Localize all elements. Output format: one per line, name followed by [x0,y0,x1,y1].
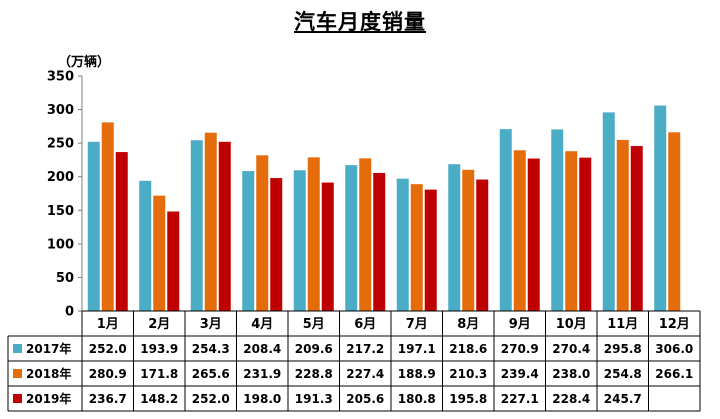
table-cell-value: 210.3 [449,367,487,381]
x-category-label: 10月 [556,317,587,332]
table-cell-value: 231.9 [243,367,281,381]
table-cell-value: 198.0 [243,392,281,406]
bar-2019年-4月 [270,178,283,311]
bar-2017年-2月 [139,180,152,311]
bar-2019年-9月 [527,158,540,311]
bar-2019年-11月 [630,146,643,311]
y-tick-label: 100 [47,237,74,252]
bar-2019年-8月 [476,179,489,311]
y-tick-label: 150 [47,204,74,219]
bar-2017年-7月 [396,178,409,311]
table-cell-value: 306.0 [655,342,693,356]
bar-2018年-3月 [204,132,217,311]
chart-title: 汽车月度销量 [294,10,426,34]
bar-2018年-6月 [359,158,372,311]
table-cell-value: 197.1 [398,342,436,356]
bar-2017年-11月 [602,112,615,312]
table-cell-value: 266.1 [655,367,693,381]
table-cell-value: 218.6 [449,342,487,356]
table-cell-value: 180.8 [398,392,436,406]
table-cell-value: 252.0 [89,342,127,356]
table-cell-value: 208.4 [243,342,281,356]
bar-2019年-6月 [373,172,386,311]
table-cell-value: 228.8 [295,367,333,381]
x-category-label: 8月 [457,317,479,332]
bar-2017年-1月 [87,141,100,311]
x-category-label: 6月 [354,317,376,332]
table-cell-value: 171.8 [140,367,178,381]
bar-2017年-12月 [654,105,667,312]
bar-2019年-7月 [424,189,437,311]
table-cell-value: 217.2 [346,342,384,356]
bar-2018年-2月 [153,195,166,311]
bar-2017年-5月 [293,170,306,311]
y-tick-label: 250 [47,137,74,152]
table-cell-value: 270.9 [501,342,539,356]
table-cell-value: 188.9 [398,367,436,381]
table-cell-value: 238.0 [552,367,590,381]
x-category-label: 4月 [251,317,273,332]
bar-2018年-9月 [513,150,526,311]
table-cell-value: 227.4 [346,367,384,381]
table-cell-value: 236.7 [89,392,127,406]
table-cell-value: 295.8 [604,342,642,356]
bar-2019年-10月 [579,157,592,311]
bar-2018年-4月 [256,155,269,311]
table-cell-value: 239.4 [501,367,539,381]
bar-2019年-3月 [218,141,231,311]
x-category-label: 7月 [406,317,428,332]
table-cell-value: 228.4 [552,392,590,406]
bar-2018年-10月 [565,151,578,311]
y-tick-label: 0 [65,305,74,320]
table-cell-value: 209.6 [295,342,333,356]
y-tick-label: 350 [47,70,74,85]
table-cell-value: 148.2 [140,392,178,406]
table-cell-value: 205.6 [346,392,384,406]
y-tick-label: 200 [47,170,74,185]
x-category-label: 11月 [607,317,638,332]
table-cell-value: 191.3 [295,392,333,406]
legend-label: 2017年 [26,341,71,356]
bar-2017年-4月 [242,171,255,311]
table-cell-value: 265.6 [192,367,230,381]
table-cell-value: 245.7 [604,392,642,406]
x-category-label: 3月 [200,317,222,332]
table-cell-value: 280.9 [89,367,127,381]
bar-2017年-9月 [499,129,512,311]
bar-2018年-5月 [307,157,320,311]
x-category-label: 1月 [97,317,119,332]
bar-2017年-3月 [190,140,203,311]
legend-swatch-2018年 [13,369,22,378]
bar-2018年-7月 [410,184,423,311]
legend-label: 2019年 [26,391,71,406]
x-category-label: 2月 [148,317,170,332]
y-axis-unit-label: （万辆） [58,55,111,70]
legend-swatch-2019年 [13,394,22,403]
bar-2017年-10月 [551,129,564,311]
table-cell-value: 193.9 [140,342,178,356]
bar-2018年-11月 [616,139,629,311]
bar-2019年-2月 [167,211,180,311]
table-cell-value: 270.4 [552,342,590,356]
bar-2018年-12月 [668,132,681,311]
bar-2018年-8月 [462,169,475,311]
table-cell-value: 252.0 [192,392,230,406]
bar-2018年-1月 [101,122,114,311]
table-cell-value: 195.8 [449,392,487,406]
x-category-label: 5月 [303,317,325,332]
bar-2019年-5月 [321,182,334,311]
bar-2017年-6月 [345,165,358,311]
table-cell-value: 227.1 [501,392,539,406]
x-category-label: 12月 [659,317,690,332]
bar-2017年-8月 [448,164,461,311]
legend-swatch-2017年 [13,344,22,353]
table-cell-value: 254.8 [604,367,642,381]
y-tick-label: 50 [56,271,74,286]
bar-2019年-1月 [115,152,128,311]
table-cell-value: 254.3 [192,342,230,356]
y-tick-label: 300 [47,103,74,118]
x-category-label: 9月 [509,317,531,332]
legend-label: 2018年 [26,366,71,381]
